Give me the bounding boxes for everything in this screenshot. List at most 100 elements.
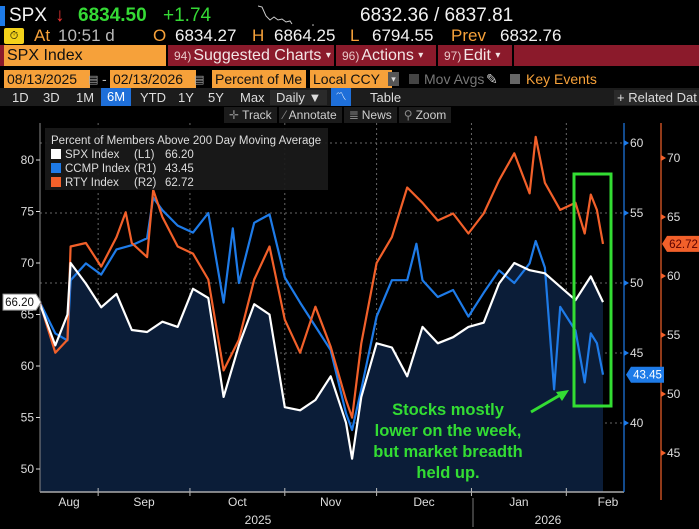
y-tick	[624, 280, 629, 286]
ticker-bar: SPX ↓ 6834.50 +1.74 6832.36 / 6837.81	[0, 4, 699, 28]
tab-1d[interactable]: 1D	[12, 89, 29, 105]
annotation-line: but market breadth	[373, 443, 522, 461]
legend-label: SPX Index	[65, 149, 120, 161]
year-label: 2026	[535, 513, 562, 527]
key-events-checkbox[interactable]	[510, 74, 520, 84]
tab-max[interactable]: Max	[240, 89, 265, 105]
menu-number: 96)	[342, 48, 360, 63]
clock-icon[interactable]: ⏱	[4, 28, 24, 44]
y-tick	[661, 214, 666, 220]
legend: Percent of Members Above 200 Day Moving …	[45, 128, 328, 190]
y-tick-label-r1: 60	[630, 136, 644, 150]
high-label: H	[252, 26, 265, 45]
annotate-button[interactable]: ⁄ Annotate	[278, 107, 342, 123]
y-tick-label-left: 50	[21, 462, 35, 476]
chart-title: Percent of Members Above 200 Day Moving …	[51, 135, 321, 147]
last-value-tag-rty: 62.72	[662, 235, 699, 252]
mov-avgs-checkbox[interactable]	[409, 74, 419, 84]
tab-1m[interactable]: 1M	[76, 89, 95, 105]
prev-value: 6832.76	[500, 26, 562, 45]
related-data-button[interactable]: + Related Dat	[614, 89, 699, 105]
series-lines	[38, 135, 605, 460]
x-tick-label: Nov	[320, 495, 341, 509]
tab-1y[interactable]: 1Y	[178, 89, 194, 105]
bid-ask: 6832.36 / 6837.81	[360, 5, 514, 26]
tab-3d[interactable]: 3D	[43, 89, 60, 105]
quote-time: 10:51 d	[58, 26, 115, 45]
y-tick	[661, 450, 666, 456]
key-events-label: Key Events	[526, 71, 597, 87]
annotation-line: lower on the week,	[375, 422, 522, 440]
legend-background	[45, 128, 328, 190]
y-tick-label-left: 65	[21, 308, 35, 322]
y-tick-label-r2: 55	[667, 328, 681, 342]
y-tick	[661, 391, 666, 397]
y-tick-label-r2: 50	[667, 387, 681, 401]
crosshair-icon: ✛	[229, 108, 240, 122]
legend-label: CCMP Index	[65, 163, 130, 175]
tab-5y[interactable]: 5Y	[208, 89, 224, 105]
annotation: Stocks mostly lower on the week, but marke…	[373, 172, 613, 482]
price-change: +1.74	[163, 5, 212, 26]
svg-text:66.20: 66.20	[5, 297, 34, 309]
tab-ytd[interactable]: YTD	[140, 89, 166, 105]
y-tick	[624, 210, 629, 216]
actions-menu[interactable]: 96) Actions ▾	[334, 45, 436, 66]
down-arrow-icon: ↓	[55, 5, 65, 26]
magnifier-icon: ⚲	[403, 108, 413, 122]
x-tick-label: Oct	[228, 495, 247, 509]
frequency-select[interactable]: Daily ▼	[270, 89, 328, 105]
high-value: 6864.25	[274, 26, 336, 45]
end-date-field[interactable]: 02/13/2026	[110, 70, 196, 88]
calendar-icon[interactable]: ▤	[88, 73, 99, 86]
news-icon: ≣	[348, 108, 359, 122]
legend-axis: (R2)	[134, 177, 157, 189]
y-tick	[661, 332, 666, 338]
ticker-symbol: SPX	[9, 5, 48, 26]
calendar-icon[interactable]: ▤	[194, 73, 205, 86]
arrow-line	[530, 392, 563, 414]
legend-value: 43.45	[165, 163, 194, 175]
legend-swatch	[51, 177, 61, 187]
x-tick-label: Dec	[413, 495, 434, 509]
y-tick-label-r2: 70	[667, 151, 681, 165]
svg-text:62.72: 62.72	[669, 239, 698, 251]
y-tick-label-left: 70	[21, 256, 35, 270]
legend-swatch	[51, 163, 61, 173]
legend-value: 62.72	[165, 177, 194, 189]
y-tick	[624, 420, 629, 426]
track-button[interactable]: ✛ Track	[224, 107, 277, 123]
currency-select[interactable]: Local CCY	[310, 70, 392, 88]
quote-bar: ⏱ At 10:51 d O 6834.27 H 6864.25 L 6794.…	[0, 26, 699, 45]
y-tick-label-r2: 45	[667, 446, 681, 460]
field-selector[interactable]: Percent of Me	[212, 70, 306, 88]
menu-label: Edit	[463, 46, 491, 64]
chart-controls: 08/13/2025 ▤ - 02/13/2026 ▤ Percent of M…	[0, 70, 699, 88]
security-input[interactable]: SPX Index	[4, 45, 166, 66]
tab-6m[interactable]: 6M	[101, 88, 132, 106]
chart-toolbar: ✛ Track ⁄ Annotate ≣ News ⚲ Zoom	[224, 107, 699, 123]
suggested-charts-menu[interactable]: 94) Suggested Charts ▾	[166, 45, 334, 66]
zoom-button[interactable]: ⚲ Zoom	[398, 107, 452, 123]
edit-menu[interactable]: 97) Edit ▾	[436, 45, 514, 66]
line-chart-icon[interactable]: 〽	[331, 88, 351, 106]
chevron-down-icon[interactable]: ▾	[388, 72, 399, 86]
y-tick-label-r2: 60	[667, 269, 681, 283]
legend-value: 66.20	[165, 149, 194, 161]
y-tick	[661, 155, 666, 161]
period-bar: 1D 3D 1M 6M YTD 1Y 5Y Max Daily ▼ 〽 Tabl…	[0, 88, 699, 106]
low-value: 6794.55	[372, 26, 434, 45]
table-button[interactable]: Table	[370, 89, 402, 105]
last-price: 6834.50	[78, 5, 147, 26]
menu-label: Suggested Charts	[193, 46, 322, 64]
pencil-icon[interactable]: ✎	[486, 70, 498, 87]
start-date-field[interactable]: 08/13/2025	[4, 70, 90, 88]
date-separator: -	[102, 71, 107, 87]
series-line-rty	[38, 135, 605, 419]
y-tick-label-r1: 40	[630, 416, 644, 430]
prev-label: Prev	[451, 26, 486, 45]
axes: Aug Sep Oct Nov Dec Jan Feb 2025 2026 50 55 60 65 70 7…	[21, 123, 681, 527]
news-button[interactable]: ≣ News	[343, 107, 397, 123]
menu-number: 97)	[444, 48, 462, 63]
